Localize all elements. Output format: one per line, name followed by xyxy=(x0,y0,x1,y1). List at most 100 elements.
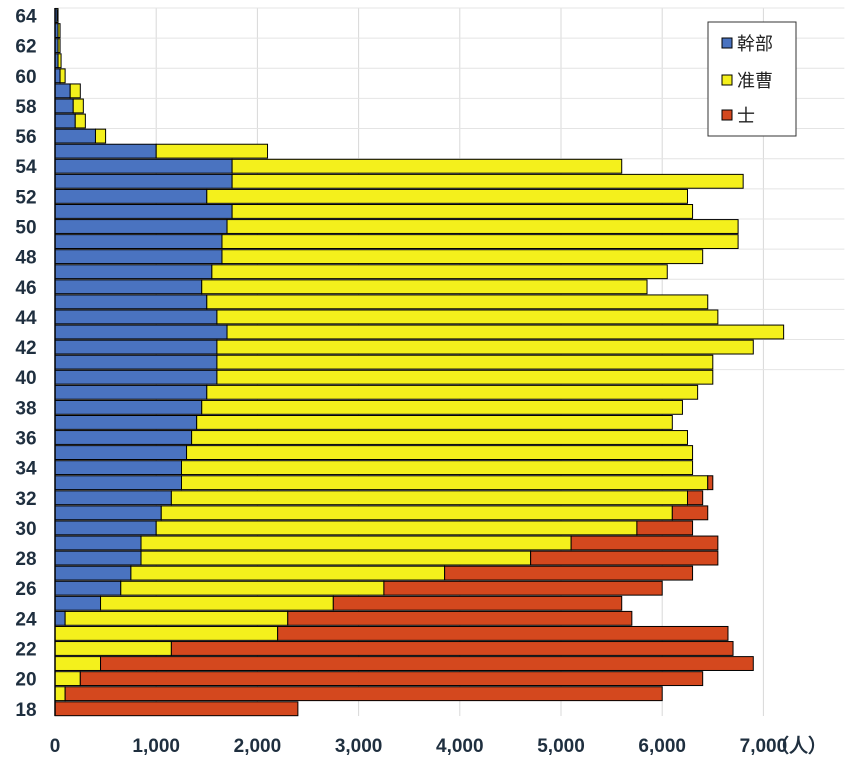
y-tick-label-50: 50 xyxy=(15,218,36,239)
legend: 幹部 准曹 士 xyxy=(707,21,797,137)
bar-s1-age-56 xyxy=(94,128,107,144)
y-tick-label-28: 28 xyxy=(15,549,36,570)
bar-s0-age-51 xyxy=(54,204,233,219)
bar-s1-age-47 xyxy=(211,264,668,280)
bar-s0-age-57 xyxy=(54,113,76,129)
bar-s0-age-55 xyxy=(54,143,157,159)
y-tick-label-32: 32 xyxy=(15,489,36,510)
y-tick-label-44: 44 xyxy=(15,308,37,329)
y-tick-label-38: 38 xyxy=(15,398,36,419)
bars xyxy=(54,8,785,717)
bar-s1-age-41 xyxy=(216,354,714,370)
bar-s1-age-45 xyxy=(206,294,709,310)
legend-item-shi: 士 xyxy=(721,106,755,127)
legend-item-junso: 准曹 xyxy=(721,71,773,92)
bar-s0-age-42 xyxy=(54,339,218,355)
bar-s1-age-25 xyxy=(100,595,334,611)
bar-s1-age-43 xyxy=(226,324,785,340)
bar-s1-age-38 xyxy=(201,399,683,415)
bar-s0-age-27 xyxy=(54,565,132,581)
bar-s2-age-32 xyxy=(687,490,704,506)
bar-s1-age-27 xyxy=(130,565,446,581)
y-tick-label-26: 26 xyxy=(15,579,36,600)
bar-s2-age-30 xyxy=(636,520,694,536)
legend-label-shi: 士 xyxy=(737,106,755,127)
y-tick-label-58: 58 xyxy=(15,97,36,118)
bar-s0-age-59 xyxy=(54,83,71,99)
y-tick-label-62: 62 xyxy=(15,37,36,58)
y-tick-label-20: 20 xyxy=(15,670,36,691)
bar-s1-age-49 xyxy=(221,234,739,250)
bar-s1-age-35 xyxy=(186,445,694,461)
bar-s2-age-22 xyxy=(170,641,734,656)
bar-s1-age-50 xyxy=(226,219,739,234)
bar-s1-age-24 xyxy=(64,610,289,626)
bar-s1-age-46 xyxy=(201,279,648,295)
bar-s0-age-48 xyxy=(54,249,223,265)
bar-s1-age-64 xyxy=(56,8,59,23)
bar-s0-age-35 xyxy=(54,445,188,461)
y-tick-labels: 18 20 22 24 26 28 30 32 34 36 38 40 42 44 46 48 50 52 54 56… xyxy=(15,7,37,721)
bar-s0-age-40 xyxy=(54,369,218,385)
bar-s0-age-45 xyxy=(54,294,208,310)
bar-s0-age-46 xyxy=(54,279,203,295)
bar-s2-age-24 xyxy=(287,610,633,626)
bar-s0-age-28 xyxy=(54,550,142,566)
y-tick-label-36: 36 xyxy=(15,428,36,449)
bar-s0-age-54 xyxy=(54,158,233,174)
legend-swatch-junso xyxy=(721,74,733,86)
y-tick-label-24: 24 xyxy=(15,609,37,630)
bar-s1-age-19 xyxy=(54,686,66,702)
bar-s0-age-32 xyxy=(54,490,172,506)
bar-s1-age-48 xyxy=(221,249,704,265)
x-tick-label-4: 4,000 xyxy=(436,736,484,757)
bar-s1-age-20 xyxy=(54,671,81,687)
bar-s2-age-33 xyxy=(707,475,714,491)
x-tick-labels: 0 1,000 2,000 3,000 4,000 5,000 6,000 7,000 xyxy=(50,736,787,757)
bar-s1-age-57 xyxy=(74,113,86,129)
bar-s1-age-28 xyxy=(140,550,532,566)
bar-s1-age-30 xyxy=(155,520,638,536)
x-tick-label-7: 7,000 xyxy=(740,736,788,757)
x-unit-label: （人） xyxy=(770,734,827,757)
bar-s2-age-23 xyxy=(277,625,729,641)
bar-s1-age-51 xyxy=(231,204,694,219)
bar-s1-age-23 xyxy=(54,625,279,641)
x-tick-label-3: 3,000 xyxy=(335,736,383,757)
bar-s1-age-21 xyxy=(54,656,102,671)
bar-s1-age-53 xyxy=(231,173,744,189)
bar-s1-age-58 xyxy=(72,98,84,114)
bar-s0-age-33 xyxy=(54,475,182,491)
bar-s1-age-39 xyxy=(206,384,699,400)
bar-s2-age-19 xyxy=(64,686,663,702)
bar-s0-age-52 xyxy=(54,188,208,204)
bar-s0-age-30 xyxy=(54,520,157,536)
bar-s0-age-41 xyxy=(54,354,218,370)
legend-label-junso: 准曹 xyxy=(737,71,773,92)
bar-s0-age-37 xyxy=(54,414,198,430)
bar-s1-age-54 xyxy=(231,158,623,174)
legend-item-kanbu: 幹部 xyxy=(721,34,773,55)
x-tick-label-0: 0 xyxy=(50,736,61,757)
y-tick-label-42: 42 xyxy=(15,338,36,359)
legend-swatch-shi xyxy=(721,109,733,121)
bar-s2-age-18 xyxy=(54,701,299,717)
bar-s1-age-52 xyxy=(206,188,689,204)
bar-s2-age-20 xyxy=(79,671,704,687)
y-tick-label-64: 64 xyxy=(15,7,37,28)
bar-s0-age-56 xyxy=(54,128,96,144)
y-tick-label-40: 40 xyxy=(15,368,36,389)
y-tick-label-46: 46 xyxy=(15,278,36,299)
bar-s0-age-53 xyxy=(54,173,233,189)
bar-s1-age-33 xyxy=(181,475,709,491)
bar-s0-age-50 xyxy=(54,219,228,234)
x-tick-label-6: 6,000 xyxy=(638,736,686,757)
legend-swatch-kanbu xyxy=(721,37,733,49)
bar-s2-age-27 xyxy=(444,565,694,581)
bar-s0-age-58 xyxy=(54,98,74,114)
y-tick-label-22: 22 xyxy=(15,639,36,660)
x-tick-label-1: 1,000 xyxy=(132,736,180,757)
bar-s1-age-62 xyxy=(57,38,61,54)
bar-s1-age-36 xyxy=(191,430,688,445)
bar-s1-age-22 xyxy=(54,641,172,656)
